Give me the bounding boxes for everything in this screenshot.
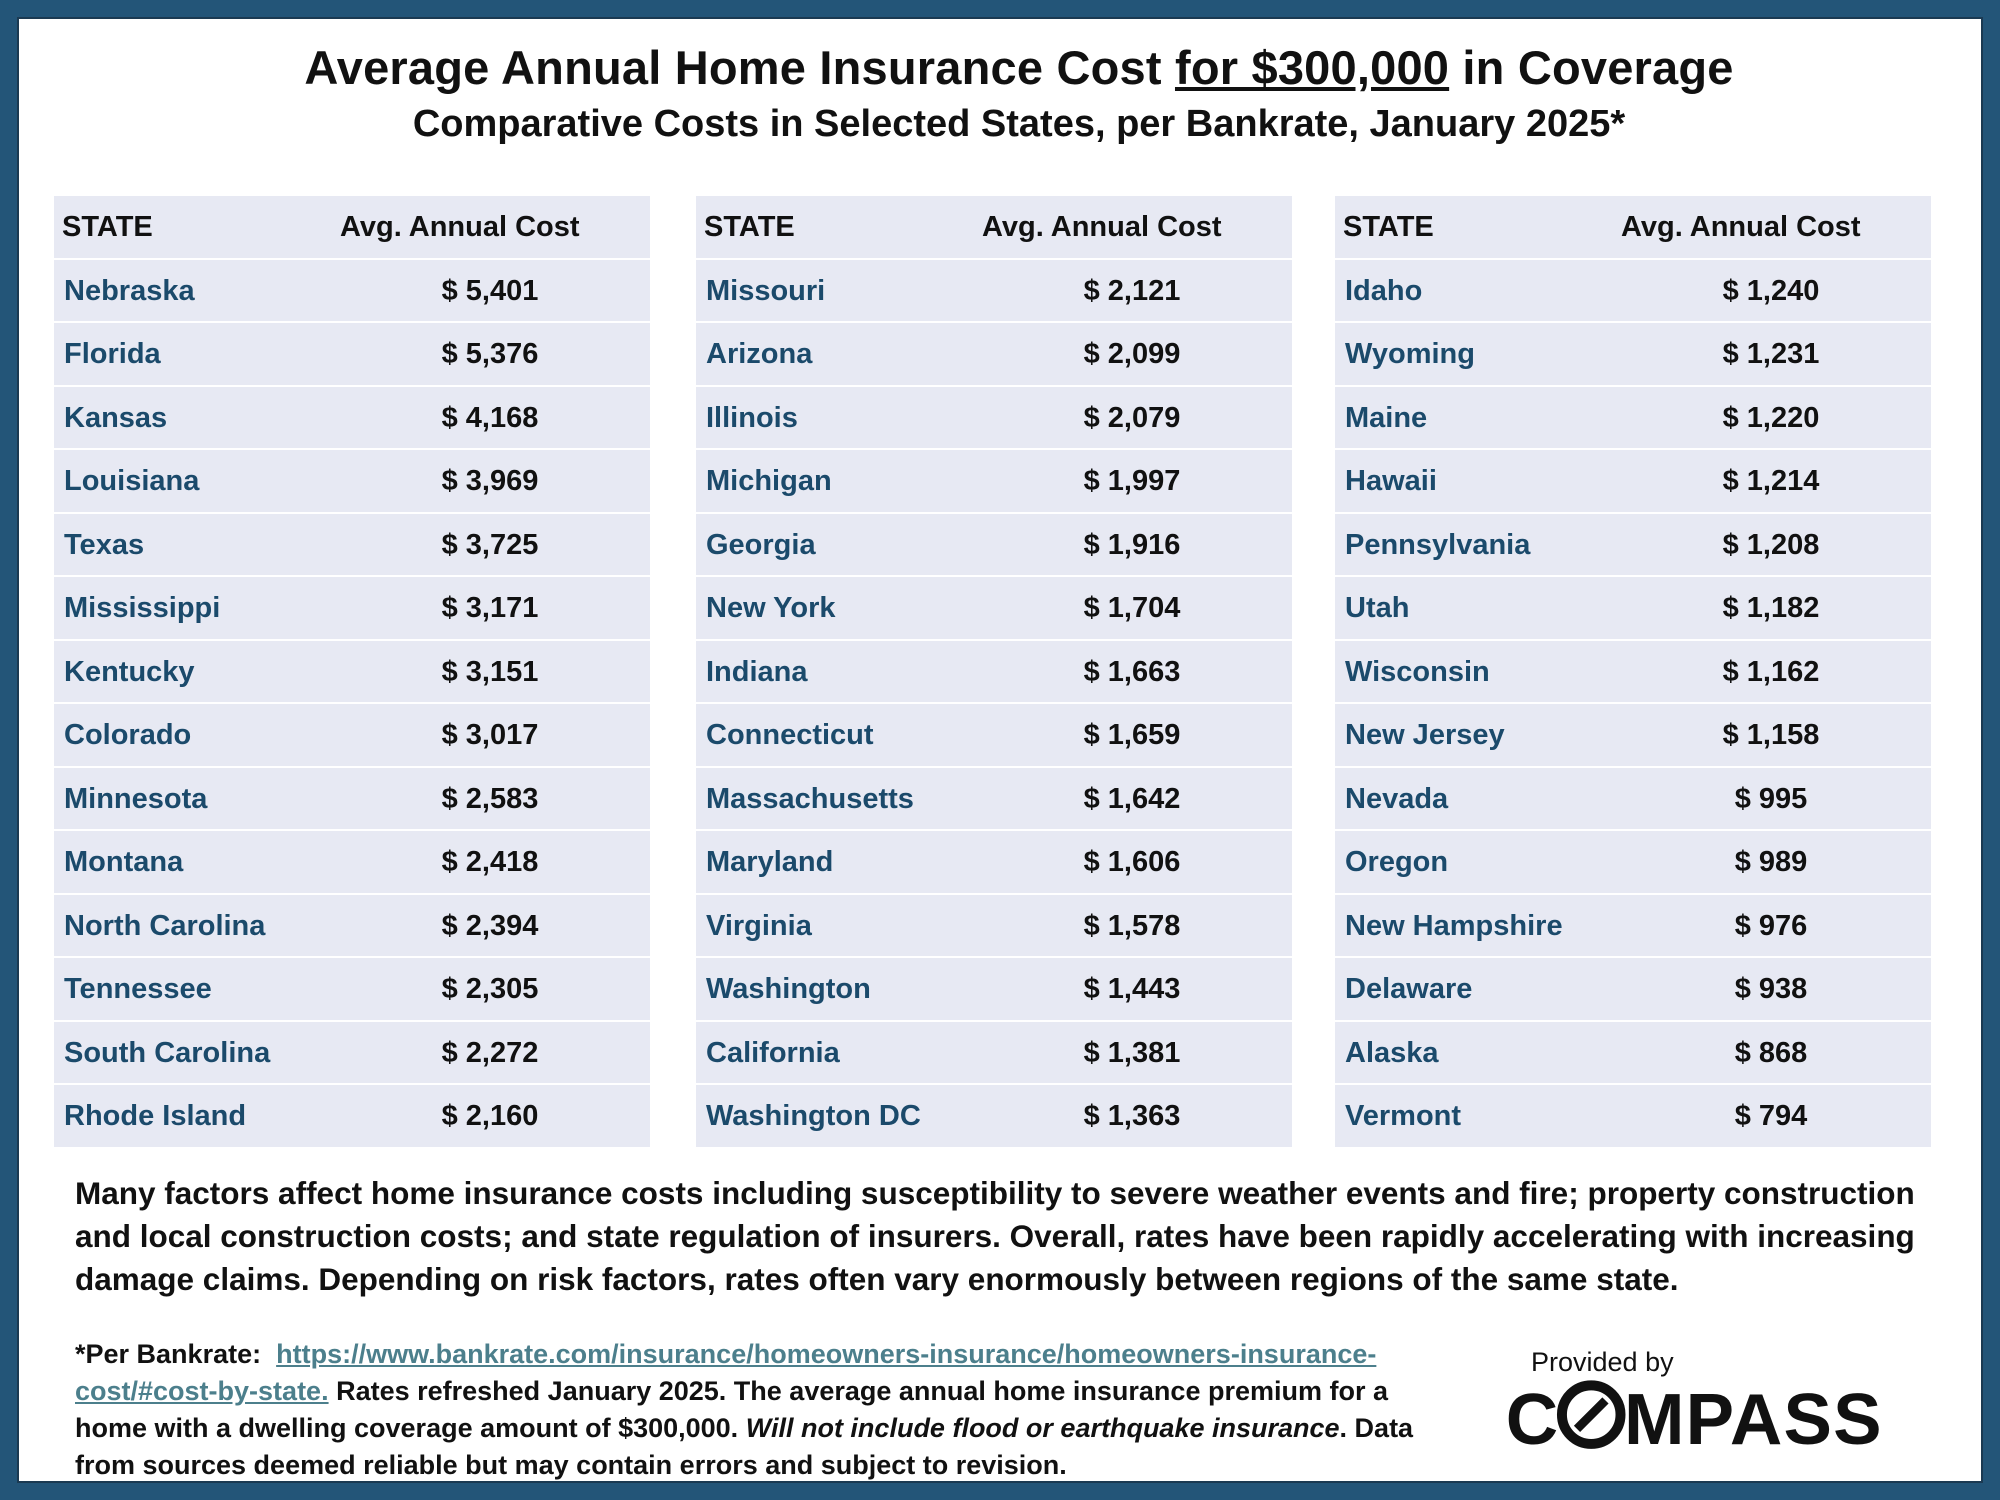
- svg-text:MPASS: MPASS: [1624, 1379, 1883, 1458]
- svg-text:C: C: [1506, 1379, 1560, 1458]
